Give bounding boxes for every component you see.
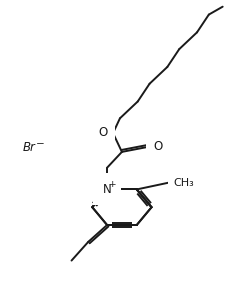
Text: +: +	[108, 180, 116, 189]
Text: N: N	[103, 183, 112, 196]
Text: −: −	[36, 139, 45, 149]
Text: O: O	[99, 126, 108, 139]
Text: CH₃: CH₃	[173, 178, 194, 187]
Text: O: O	[153, 140, 163, 154]
Text: Br: Br	[23, 141, 36, 154]
